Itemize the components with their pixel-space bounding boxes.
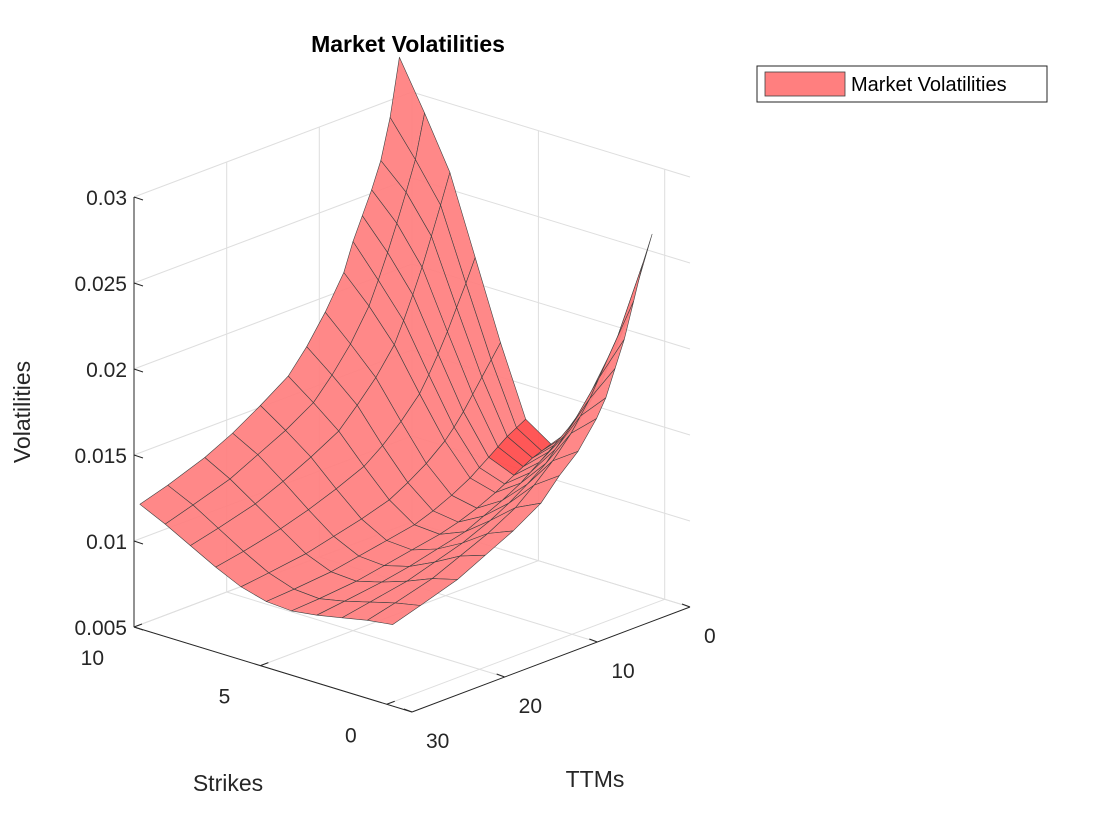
legend-swatch — [764, 71, 846, 97]
surface-patch — [607, 263, 644, 358]
z-tick-label: 0.015 — [74, 445, 127, 468]
x-tick — [133, 623, 143, 628]
surface-patch — [367, 602, 421, 625]
z-tick-label: 0.02 — [86, 359, 127, 382]
y-tick-label: 10 — [611, 660, 634, 683]
x-tick — [386, 700, 395, 705]
y-tick-label: 20 — [519, 695, 542, 718]
z-tick-label: 0.01 — [86, 531, 127, 554]
z-tick — [133, 368, 144, 373]
y-tick-label: 30 — [426, 730, 449, 753]
y-tick — [403, 708, 413, 713]
z-axis-label: Volatilities — [9, 361, 35, 463]
z-tick-label: 0.025 — [74, 273, 127, 296]
surface-patch — [598, 301, 634, 379]
x-tick — [260, 662, 269, 667]
z-tick — [133, 454, 144, 459]
x-tick-label: 10 — [81, 647, 104, 670]
chart-title: Market Volatilities — [311, 31, 505, 57]
x-tick-label: 0 — [345, 724, 357, 747]
z-tick-label: 0.03 — [86, 187, 127, 210]
axes-layer — [133, 197, 691, 713]
y-tick-label: 0 — [704, 625, 716, 648]
y-tick — [681, 603, 691, 608]
z-tick-label: 0.005 — [74, 617, 127, 640]
z-tick — [133, 196, 144, 201]
y-tick — [589, 638, 598, 643]
surface-layer — [139, 56, 653, 625]
x-axis-label: Strikes — [193, 770, 263, 796]
y-tick — [496, 673, 505, 678]
x-tick-label: 5 — [219, 686, 231, 709]
tick-layer: 0 5 10 0 10 20 30 0.005 0.01 0.015 0.02 0.025 0.03 — [74, 187, 715, 753]
z-tick — [133, 540, 144, 545]
legend[interactable]: Market Volatilities — [756, 65, 1048, 103]
z-tick — [133, 626, 144, 631]
x-axis-line — [133, 626, 413, 713]
y-axis-label: TTMs — [566, 766, 625, 792]
legend-entry-market-volatilities: Market Volatilities — [851, 74, 1007, 96]
y-axis-line — [411, 606, 691, 713]
z-tick — [133, 282, 144, 287]
